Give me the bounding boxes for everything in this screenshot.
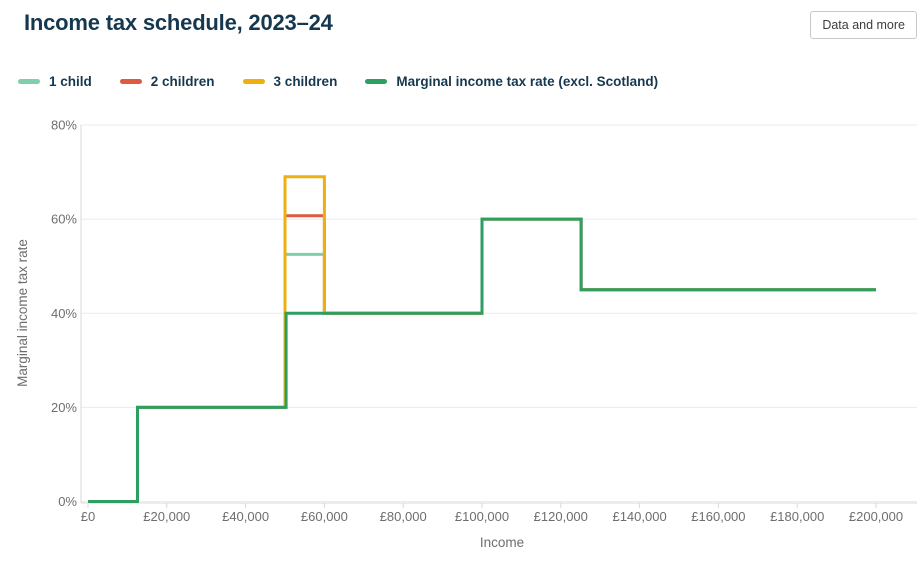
legend-swatch-icon — [119, 79, 142, 84]
legend-item-2-children[interactable]: 2 children — [119, 74, 215, 89]
legend-label: 3 children — [273, 74, 338, 89]
legend-label: 1 child — [49, 74, 92, 89]
x-axis-title: Income — [480, 535, 524, 550]
legend-item-marginal-income-tax-rate-excl-scotland[interactable]: Marginal income tax rate (excl. Scotland… — [365, 74, 658, 89]
legend-swatch-icon — [365, 79, 388, 84]
x-tick-label: £80,000 — [380, 509, 427, 524]
legend-swatch-icon — [18, 79, 40, 84]
x-tick-label: £100,000 — [455, 509, 509, 524]
x-tick-label: £160,000 — [691, 509, 745, 524]
y-tick-label: 60% — [51, 212, 77, 227]
x-tick-label: £180,000 — [770, 509, 824, 524]
x-tick-label: £20,000 — [143, 509, 190, 524]
page-title: Income tax schedule, 2023–24 — [24, 10, 333, 35]
y-tick-label: 80% — [51, 118, 77, 133]
y-tick-label: 40% — [51, 306, 77, 321]
y-tick-label: 0% — [58, 494, 77, 509]
x-tick-label: £200,000 — [849, 509, 903, 524]
legend-swatch-icon — [242, 79, 265, 84]
legend-item-1-child[interactable]: 1 child — [18, 74, 92, 89]
x-tick-label: £140,000 — [612, 509, 666, 524]
legend-item-3-children[interactable]: 3 children — [242, 74, 338, 89]
x-tick-label: £60,000 — [301, 509, 348, 524]
x-tick-label: £40,000 — [222, 509, 269, 524]
y-axis-title: Marginal income tax rate — [15, 239, 30, 387]
y-tick-label: 20% — [51, 400, 77, 415]
x-tick-label: £120,000 — [534, 509, 588, 524]
chart-legend: 1 child 2 children 3 children Marginal inco… — [18, 74, 658, 89]
legend-label: 2 children — [150, 74, 215, 89]
x-tick-label: £0 — [81, 509, 95, 524]
legend-label: Marginal income tax rate (excl. Scotland… — [396, 74, 659, 89]
data-and-more-button[interactable]: Data and more — [810, 11, 917, 39]
series-line-marginal-income-tax-rate-excl-scotland — [88, 217, 876, 503]
